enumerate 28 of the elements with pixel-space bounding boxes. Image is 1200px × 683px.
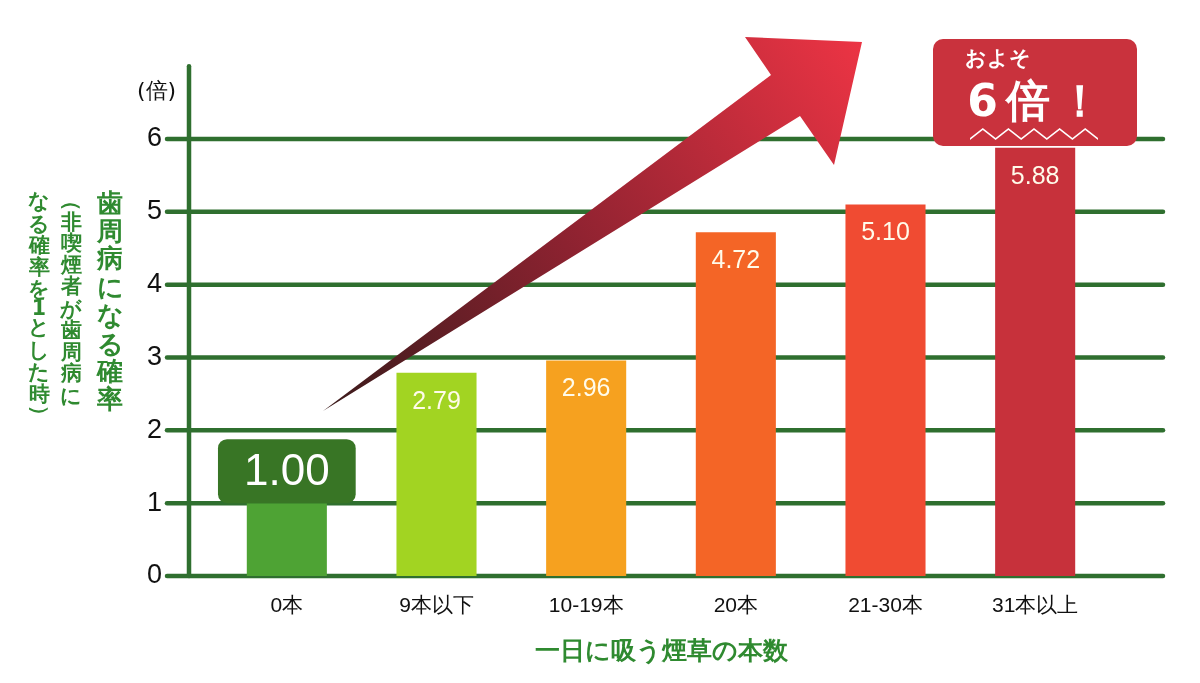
data-label: 1.00 xyxy=(244,445,330,495)
y-tick-label: 0 xyxy=(146,559,162,590)
annotation: (倍) xyxy=(137,78,177,104)
bar xyxy=(995,147,1076,576)
x-tick-label: 0本 xyxy=(270,593,304,617)
annotation: およそ 6倍！ xyxy=(965,45,1110,126)
y-tick-label: 1 xyxy=(146,486,162,517)
bar xyxy=(845,204,926,576)
data-label: 5.88 xyxy=(1010,160,1060,189)
data-label: 2.79 xyxy=(412,385,461,414)
callout-box: およそ 6倍！ xyxy=(933,38,1138,146)
data-label: 4.72 xyxy=(711,245,761,274)
bar xyxy=(546,360,627,576)
y-tick-label: 4 xyxy=(146,268,162,299)
x-tick-label: 10-19本 xyxy=(548,593,624,617)
x-tick-label: 21-30本 xyxy=(848,593,923,617)
y-tick-label: 3 xyxy=(146,340,162,371)
bar xyxy=(695,232,776,576)
bar xyxy=(396,372,477,576)
y-tick-label: 5 xyxy=(146,195,162,226)
y-tick-label: 6 xyxy=(146,122,162,153)
y-tick-label: 2 xyxy=(146,413,162,444)
data-label: 2.96 xyxy=(561,373,611,402)
data-label: 5.10 xyxy=(861,217,910,246)
x-tick-label: 20本 xyxy=(713,593,759,617)
x-tick-label: 9本以下 xyxy=(399,593,474,617)
x-axis-title: 一日に吸う煙草の本数 xyxy=(534,635,789,665)
x-tick-label: 31本以上 xyxy=(991,593,1079,617)
